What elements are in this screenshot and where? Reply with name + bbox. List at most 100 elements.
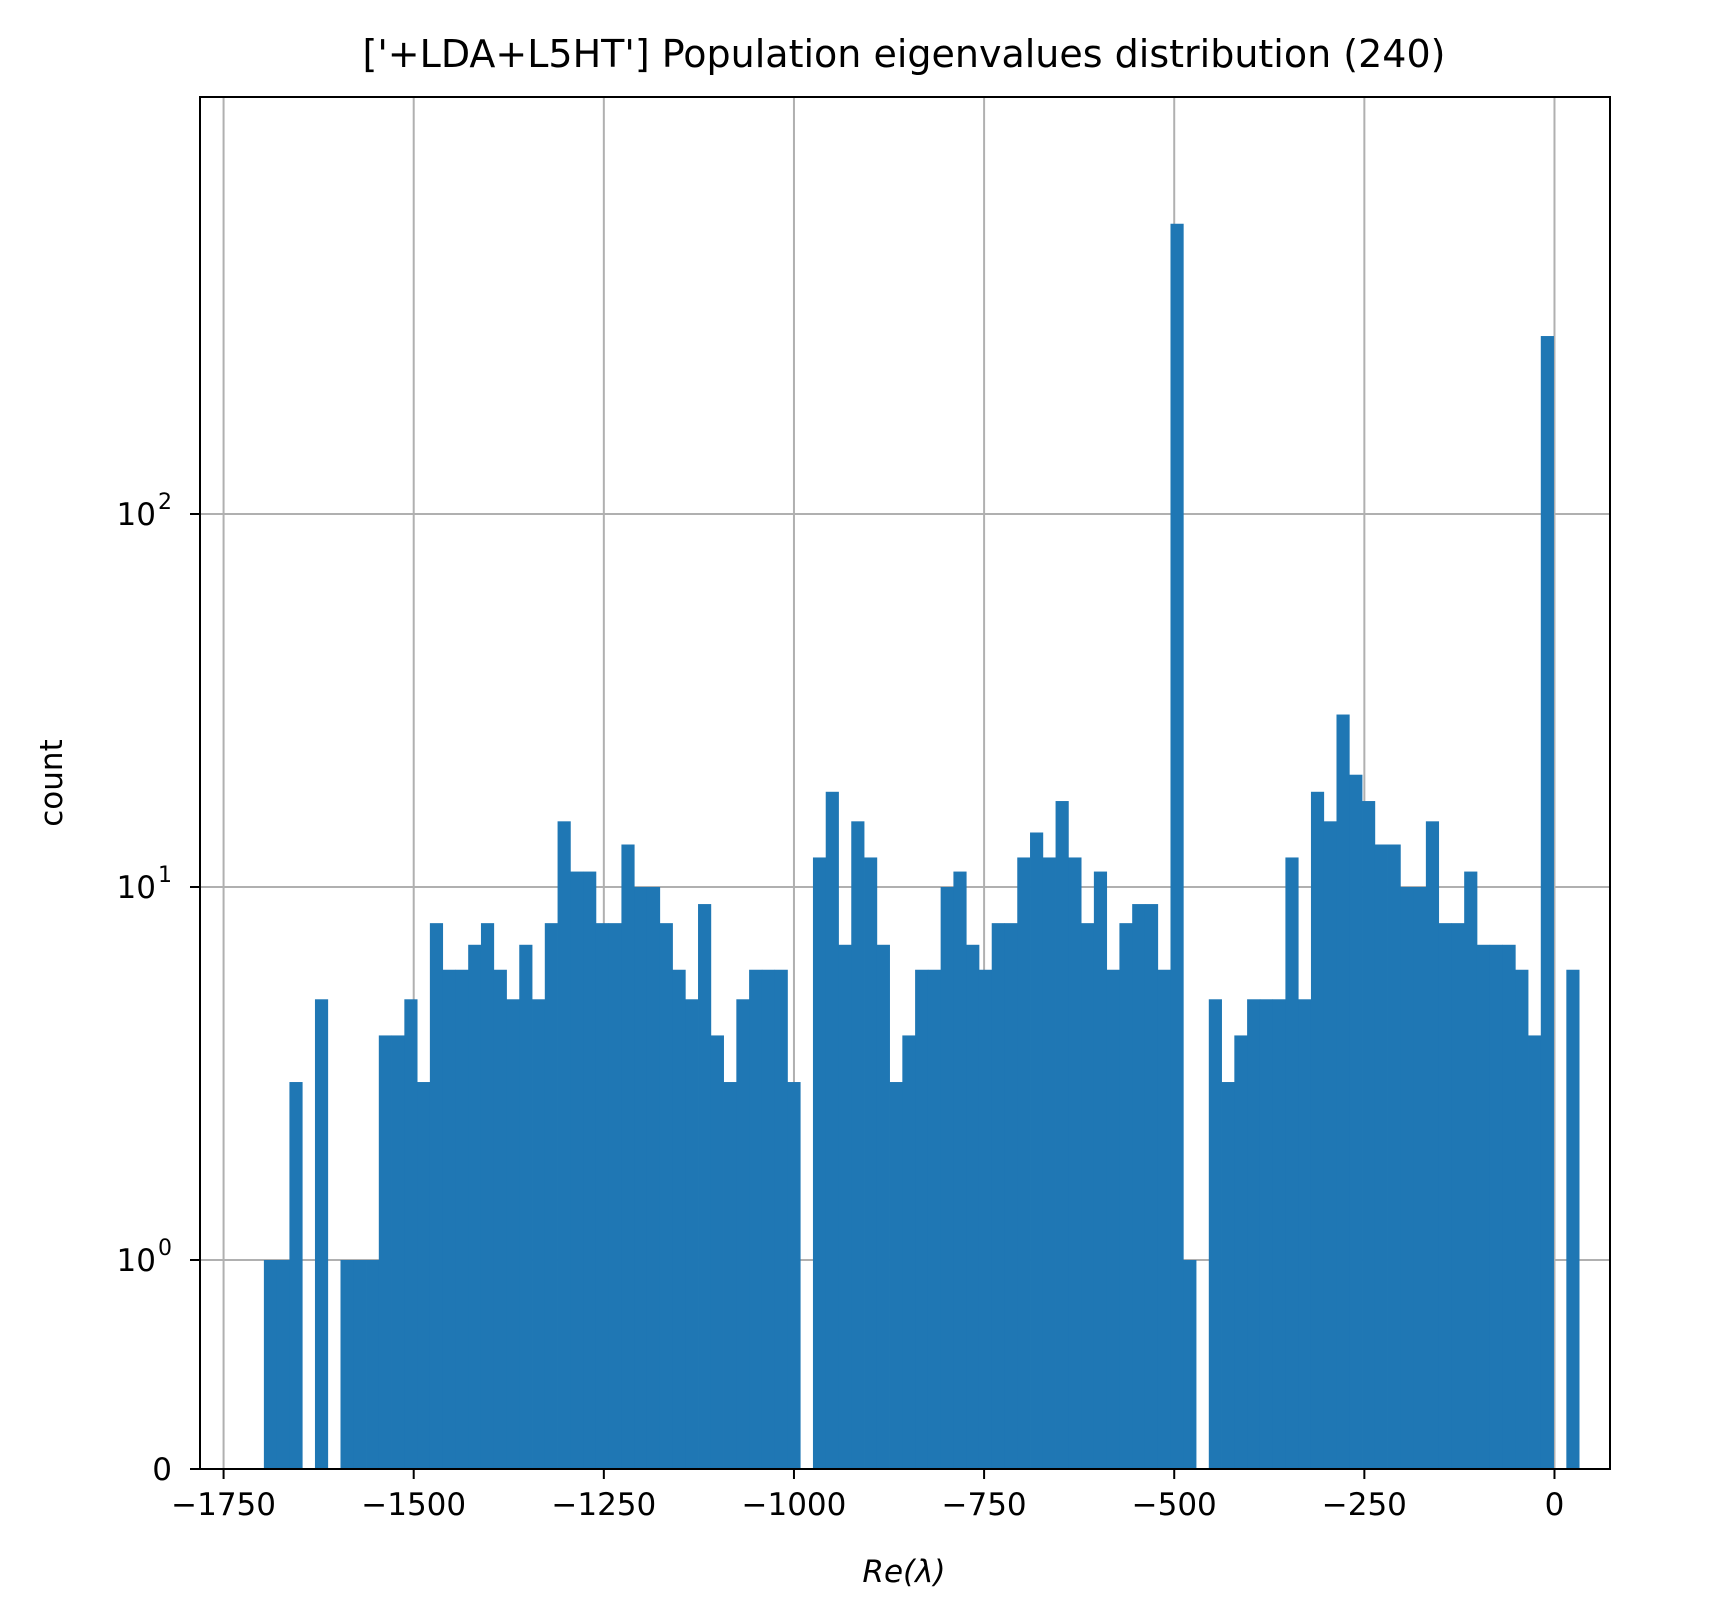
histogram-bar [889, 1082, 903, 1469]
histogram-bar [1042, 857, 1056, 1469]
histogram-bar [468, 944, 482, 1469]
histogram-bar [1400, 887, 1414, 1469]
histogram-bar [1004, 923, 1018, 1469]
histogram-bar [544, 923, 558, 1469]
x-axis-ticks: −1750 −1500 −1250 −1000 −750 −500 −250 0 [171, 1469, 1564, 1523]
histogram-bar [710, 1035, 724, 1469]
histogram-bar [263, 1260, 278, 1469]
histogram-bar [1183, 1260, 1197, 1469]
histogram-bar [353, 1260, 367, 1469]
histogram-bar [991, 923, 1005, 1469]
y-tick-label: 10 0 [117, 1236, 172, 1279]
x-tick-label: −1250 [551, 1487, 656, 1523]
histogram-bar [1081, 923, 1095, 1469]
histogram-bar [685, 999, 699, 1469]
histogram-bar [1464, 871, 1478, 1469]
histogram-bar [1502, 944, 1516, 1469]
histogram-bar [391, 1035, 405, 1469]
y-tick-exponent: 1 [158, 863, 172, 888]
histogram-bar [774, 969, 788, 1469]
histogram-bar [1030, 832, 1044, 1469]
x-tick-label: −1000 [742, 1487, 847, 1523]
histogram-bar [864, 857, 878, 1469]
histogram-bar [1157, 969, 1171, 1469]
histogram-bar [532, 999, 546, 1469]
histogram-bar [966, 944, 980, 1469]
histogram-bar [1144, 904, 1159, 1469]
histogram-bar [404, 999, 418, 1469]
histogram-bar [825, 791, 839, 1469]
histogram-bar [1362, 801, 1376, 1469]
histogram-bar [749, 969, 763, 1469]
histogram-bar [838, 944, 852, 1469]
y-tick-label: 0 [152, 1452, 172, 1488]
histogram-bar [1132, 904, 1146, 1469]
histogram-bar [1247, 999, 1261, 1469]
histogram-bar [915, 969, 929, 1469]
histogram-bar [812, 857, 827, 1469]
histogram-bar [698, 904, 712, 1469]
x-tick-label: −750 [942, 1487, 1027, 1523]
histogram-bar [557, 821, 571, 1469]
histogram-bar [1515, 969, 1529, 1469]
chart-title: ['+LDA+L5HT'] Population eigenvalues dis… [363, 32, 1446, 76]
histogram-bar [480, 923, 495, 1469]
histogram-bar [1336, 714, 1350, 1469]
y-tick-label: 10 2 [117, 490, 172, 533]
histogram-bar [1119, 923, 1133, 1469]
histogram-bar [1489, 944, 1503, 1469]
histogram-bar [417, 1082, 431, 1469]
histogram-bar [493, 969, 507, 1469]
histogram-bar [276, 1260, 290, 1469]
histogram-bar [672, 969, 686, 1469]
histogram-bar [1438, 923, 1452, 1469]
y-tick-label: 10 1 [117, 863, 172, 906]
histogram-bar [1055, 801, 1069, 1469]
histogram-bar [1259, 999, 1274, 1469]
histogram-bar [1310, 791, 1325, 1469]
x-tick-label: −1500 [361, 1487, 466, 1523]
histogram-bar [1451, 923, 1465, 1469]
histogram-bar [340, 1260, 354, 1469]
histogram-bar [876, 944, 890, 1469]
y-tick-exponent: 2 [158, 490, 172, 515]
histogram-bar [429, 923, 444, 1469]
y-axis-label: count [34, 739, 70, 826]
histogram-bar [646, 887, 661, 1469]
x-axis-label: Re(λ) [862, 1554, 945, 1590]
y-tick-base: 10 [117, 1243, 156, 1279]
histogram-bar [1170, 223, 1184, 1469]
histogram-bar [314, 999, 329, 1469]
histogram-bar [1106, 969, 1120, 1469]
histogram-bar [519, 944, 533, 1469]
histogram-bar [595, 923, 610, 1469]
histogram-bar [1413, 887, 1427, 1469]
histogram-bar [1476, 944, 1491, 1469]
y-tick-base: 10 [117, 497, 156, 533]
histogram-bar [1208, 999, 1222, 1469]
histogram-bar [1425, 821, 1440, 1469]
histogram-bar [723, 1082, 737, 1469]
histogram-bar [366, 1260, 380, 1469]
histogram-bar [761, 969, 776, 1469]
x-tick-label: 0 [1545, 1487, 1565, 1523]
histogram-bar [659, 923, 673, 1469]
histogram-bar [621, 844, 635, 1469]
histogram-bar [634, 887, 648, 1469]
histogram-bar [978, 969, 993, 1469]
histogram-bar [455, 969, 469, 1469]
histogram-bar [1323, 821, 1337, 1469]
histogram-bar [1221, 1082, 1235, 1469]
histogram-bar [1298, 999, 1312, 1469]
x-tick-label: −250 [1322, 1487, 1407, 1523]
histogram-bar [851, 821, 865, 1469]
histogram-bar [570, 871, 584, 1469]
histogram-bar [1234, 1035, 1248, 1469]
x-tick-label: −500 [1132, 1487, 1217, 1523]
histogram-bar [1528, 1035, 1542, 1469]
histogram-bar [583, 871, 597, 1469]
histogram-bar [289, 1082, 303, 1469]
histogram-bar [927, 969, 942, 1469]
